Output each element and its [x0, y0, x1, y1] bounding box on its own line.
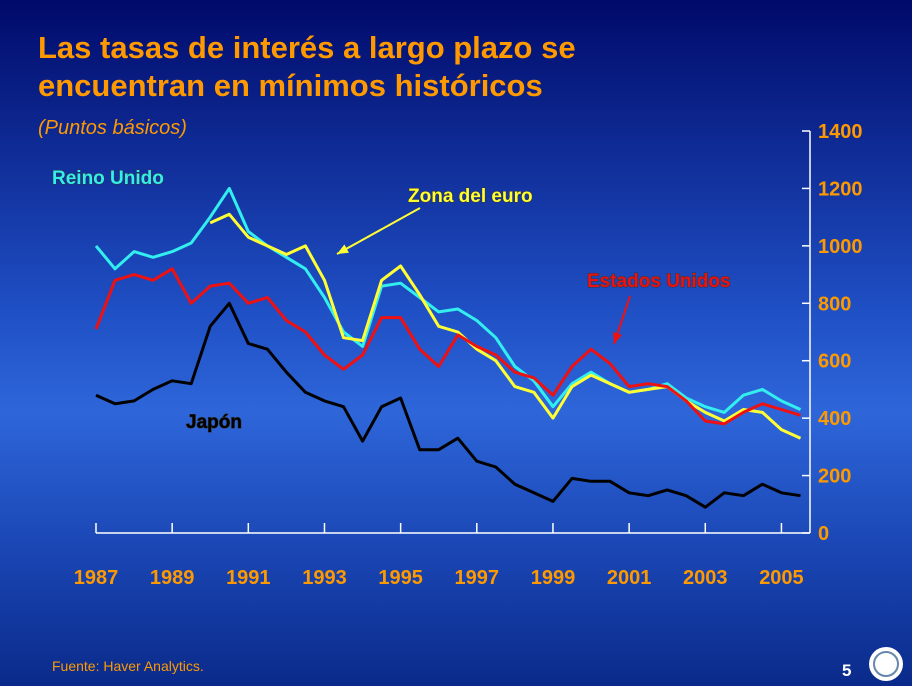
- logo-ring: [873, 651, 899, 677]
- series-line: [94, 267, 801, 426]
- y-tick-label: 800: [818, 293, 851, 315]
- chart-title: Las tasas de interés a largo plazo se enc…: [38, 30, 576, 103]
- series-label: Japón: [186, 412, 242, 433]
- x-tick-label: 2003: [683, 567, 728, 589]
- series-label: Estados Unidos: [587, 271, 731, 292]
- series-label: Reino Unido: [52, 168, 164, 189]
- series-line: [209, 212, 802, 440]
- y-tick-label: 1200: [818, 178, 863, 200]
- series-line: [94, 186, 802, 414]
- x-tick-label: 1991: [226, 567, 271, 589]
- x-tick-label: 1989: [150, 567, 195, 589]
- series-label: Zona del euro: [408, 186, 533, 207]
- x-tick-label: 1995: [378, 567, 423, 589]
- x-tick-label: 2001: [607, 567, 652, 589]
- y-tick-label: 0: [818, 523, 829, 545]
- y-tick-label: 400: [818, 408, 851, 430]
- y-tick-label: 1000: [818, 236, 863, 258]
- chart-subtitle: (Puntos básicos): [38, 117, 187, 139]
- page-number: 5: [842, 661, 851, 680]
- annotation-arrow: [336, 207, 421, 255]
- source: Fuente: Haver Analytics.: [52, 658, 204, 674]
- arrow-head: [613, 332, 622, 344]
- y-tick-label: 200: [818, 466, 851, 488]
- title-line: encuentran en mínimos históricos: [38, 68, 543, 103]
- x-tick-label: 1987: [74, 567, 119, 589]
- plot: 0 200 400 600 800 1000 1200 1400 1987 1989 1991 199…: [52, 121, 863, 589]
- x-tick-label: 1993: [302, 567, 347, 589]
- series-line: [95, 301, 801, 509]
- title-line: Las tasas de interés a largo plazo se: [38, 30, 576, 65]
- y-tick-label: 600: [818, 351, 851, 373]
- arrow-head: [337, 244, 349, 254]
- x-tick-label: 1999: [531, 567, 576, 589]
- y-tick-label: 1400: [818, 121, 863, 143]
- x-tick-label: 1997: [455, 567, 500, 589]
- x-tick-label: 2005: [759, 567, 804, 589]
